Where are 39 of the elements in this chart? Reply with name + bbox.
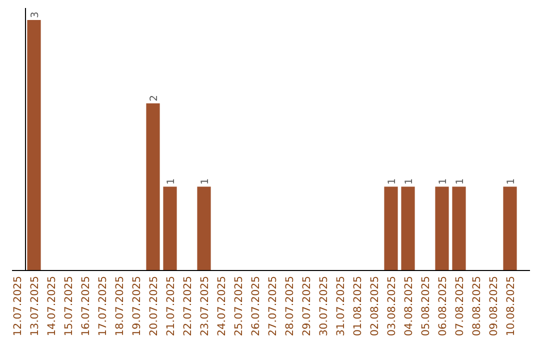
x-tick-label: 12.07.2025 [12,276,24,336]
x-tick-label: 08.08.2025 [471,276,483,336]
x-tick-label: 05.08.2025 [420,276,432,336]
data-label: 1 [438,178,449,185]
x-tick-label: 23.07.2025 [199,276,211,336]
x-tick-label: 03.08.2025 [386,276,398,336]
x-tick-label: 17.07.2025 [97,276,109,336]
x-tick-label: 24.07.2025 [216,276,228,336]
x-tick-label: 20.07.2025 [148,276,160,336]
x-tick-label: 06.08.2025 [437,276,449,336]
data-label: 2 [149,94,160,102]
x-tick-label: 01.08.2025 [352,276,364,336]
x-tick-label: 30.07.2025 [318,276,330,336]
data-label: 3 [30,12,41,18]
data-label: 1 [200,178,211,185]
x-tick-label: 15.07.2025 [63,276,75,336]
x-tick-label: 22.07.2025 [182,276,194,336]
x-tick-label: 26.07.2025 [250,276,262,336]
x-tick-label: 16.07.2025 [80,276,92,336]
x-tick-label: 13.07.2025 [29,276,41,336]
x-tick-label: 19.07.2025 [131,276,143,336]
x-tick-label: 27.07.2025 [267,276,279,336]
x-tick-label: 07.08.2025 [454,276,466,336]
x-tick-label: 18.07.2025 [114,276,126,336]
data-label: 1 [506,178,517,185]
x-tick-label: 14.07.2025 [46,276,58,336]
data-label: 1 [455,178,466,185]
x-tick-label: 04.08.2025 [403,276,415,336]
x-tick-label: 02.08.2025 [369,276,381,336]
data-label: 1 [404,178,415,185]
x-tick-label: 25.07.2025 [233,276,245,336]
data-label: 1 [387,178,398,185]
x-tick-label: 09.08.2025 [488,276,500,336]
x-tick-label: 10.08.2025 [505,276,517,336]
x-tick-label: 28.07.2025 [284,276,296,336]
x-tick-label: 31.07.2025 [335,276,347,336]
x-tick-label: 29.07.2025 [301,276,313,336]
data-label: 1 [166,178,177,185]
x-tick-label: 21.07.2025 [165,276,177,336]
